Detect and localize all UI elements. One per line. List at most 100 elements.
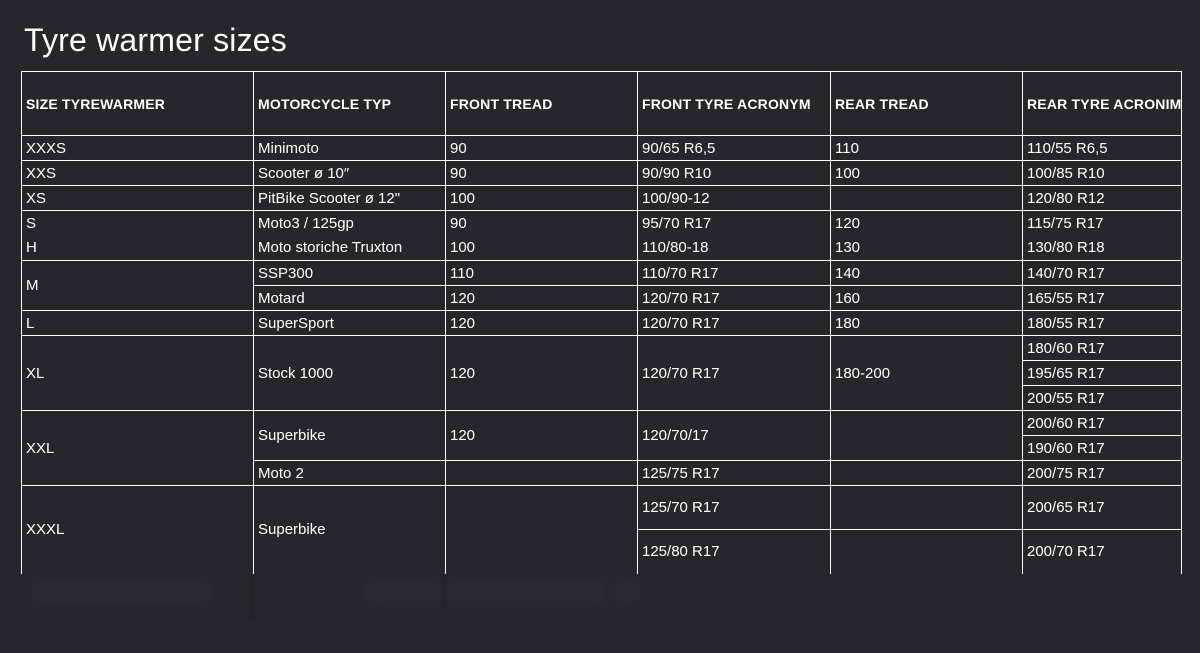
cell-xxxl-front-acr-2: 125/80 R17 <box>637 529 831 574</box>
cell-s-rear-acr: 115/75 R17 <box>1022 210 1182 236</box>
row-xl-3: 200/55 R17 <box>22 385 1182 411</box>
header-motorcycle-typ: MOTORCYCLE TYP <box>253 71 446 136</box>
cell-s-rear-tread: 120 <box>830 210 1023 236</box>
cell-m1-rear-acr: 140/70 R17 <box>1022 260 1182 286</box>
cell-xxl-moto2-type: Moto 2 <box>253 460 446 486</box>
cell-xxxl-rear-acr-2: 200/70 R17 <box>1022 529 1182 574</box>
row-xxxl-2: 125/80 R17 200/70 R17 <box>22 529 1182 574</box>
cell-xxxs-rear-acr: 110/55 R6,5 <box>1022 135 1182 161</box>
cell-l-size: L <box>21 310 254 336</box>
cell-m1-rear-tread: 140 <box>830 260 1023 286</box>
cell-xxl-moto2-rear-acr: 200/75 R17 <box>1022 460 1182 486</box>
cell-xxxl-rear-acr-1: 200/65 R17 <box>1022 485 1182 530</box>
cell-xxxl-size: XXXL <box>21 485 254 574</box>
artifact-border-ghost-1 <box>251 576 254 620</box>
cell-xxl-moto2-front-tread <box>445 460 638 486</box>
cell-m2-front-tread: 120 <box>445 285 638 311</box>
cell-l-type: SuperSport <box>253 310 446 336</box>
cell-l-rear-tread: 180 <box>830 310 1023 336</box>
row-h: H Moto storiche Truxton 100 110/80-18 13… <box>21 235 1182 261</box>
cell-xs-front-acr: 100/90-12 <box>637 185 831 211</box>
cell-xxl-superbike-rear-tread <box>830 410 1023 461</box>
row-xxxl-1: XXXL Superbike 125/70 R17 200/65 R17 <box>21 485 1182 574</box>
cell-m2-front-acr: 120/70 R17 <box>637 285 831 311</box>
row-xxl-2: 190/60 R17 <box>22 435 1182 461</box>
cell-l-front-acr: 120/70 R17 <box>637 310 831 336</box>
cell-xl-front-tread: 120 <box>445 335 638 411</box>
cell-xxxs-front-acr: 90/65 R6,5 <box>637 135 831 161</box>
cell-xs-rear-tread <box>830 185 1023 211</box>
cell-s-front-tread: 90 <box>445 210 638 236</box>
cell-xs-size: XS <box>21 185 254 211</box>
row-xxl-moto2: Moto 2 125/75 R17 200/75 R17 <box>22 460 1182 486</box>
cell-xxxs-front-tread: 90 <box>445 135 638 161</box>
table-header: SIZE TYREWARMER MOTORCYCLE TYP FRONT TRE… <box>21 71 1182 136</box>
cell-xxl-superbike-front-tread: 120 <box>445 410 638 461</box>
cell-xl-rear-acr-2: 195/65 R17 <box>1022 360 1182 386</box>
cell-xl-size: XL <box>21 335 254 411</box>
cell-m2-rear-acr: 165/55 R17 <box>1022 285 1182 311</box>
cell-xxl-superbike-type: Superbike <box>253 410 446 461</box>
cell-xxxl-type: Superbike <box>253 485 446 574</box>
cell-xl-type: Stock 1000 <box>253 335 446 411</box>
header-front-tyre-acronym: FRONT TYRE ACRONYM <box>637 71 831 136</box>
header-front-tread: FRONT TREAD <box>445 71 638 136</box>
cell-s-type: Moto3 / 125gp <box>253 210 446 236</box>
row-xxl-1: XXL Superbike 120 120/70/17 200/60 R17 <box>21 410 1182 486</box>
cell-m-size: M <box>21 260 254 311</box>
cell-xs-type: PitBike Scooter ø 12" <box>253 185 446 211</box>
cell-h-rear-acr: 130/80 R18 <box>1022 235 1182 261</box>
header-size-tyrewarmer: SIZE TYREWARMER <box>21 71 254 136</box>
cell-xxl-superbike-front-acr: 120/70/17 <box>637 410 831 461</box>
cell-s-front-acr: 95/70 R17 <box>637 210 831 236</box>
cell-xxxs-size: XXXS <box>21 135 254 161</box>
cell-xl-rear-acr-1: 180/60 R17 <box>1022 335 1182 361</box>
cell-l-front-tread: 120 <box>445 310 638 336</box>
cell-xxl-superbike-rear-acr-2: 190/60 R17 <box>1022 435 1182 461</box>
cell-xxxl-rear-tread-2 <box>830 529 1023 574</box>
cell-xxl-moto2-front-acr: 125/75 R17 <box>637 460 831 486</box>
tyre-warmer-table: SIZE TYREWARMER MOTORCYCLE TYP FRONT TRE… <box>21 71 1182 574</box>
cell-xs-rear-acr: 120/80 R12 <box>1022 185 1182 211</box>
cell-xxl-moto2-rear-tread <box>830 460 1023 486</box>
cell-h-type: Moto storiche Truxton <box>253 235 446 261</box>
cell-xl-rear-tread: 180-200 <box>830 335 1023 411</box>
cell-h-rear-tread: 130 <box>830 235 1023 261</box>
row-s: S Moto3 / 125gp 90 95/70 R17 120 115/75 … <box>21 210 1182 236</box>
row-xxs: XXS Scooter ø 10″ 90 90/90 R10 100 100/8… <box>21 160 1182 186</box>
header-row: SIZE TYREWARMER MOTORCYCLE TYP FRONT TRE… <box>21 71 1182 136</box>
cell-xxs-type: Scooter ø 10″ <box>253 160 446 186</box>
artifact-border-ghost-2 <box>442 576 445 610</box>
cell-m2-rear-tread: 160 <box>830 285 1023 311</box>
cell-xxs-size: XXS <box>21 160 254 186</box>
artifact-smudge-2 <box>366 580 606 606</box>
cell-xl-front-acr: 120/70 R17 <box>637 335 831 411</box>
cell-xxxl-rear-tread-1 <box>830 485 1023 530</box>
cell-xxxl-front-acr-1: 125/70 R17 <box>637 485 831 530</box>
cell-h-size: H <box>21 235 254 261</box>
cell-xxxl-front-tread <box>445 485 638 574</box>
row-xs: XS PitBike Scooter ø 12" 100 100/90-12 1… <box>21 185 1182 211</box>
page-title: Tyre warmer sizes <box>24 22 287 58</box>
cell-m2-type: Motard <box>253 285 446 311</box>
cell-xxs-front-tread: 90 <box>445 160 638 186</box>
cell-l-rear-acr: 180/55 R17 <box>1022 310 1182 336</box>
row-m-ssp300: M SSP300 110 110/70 R17 140 140/70 R17 <box>21 260 1182 311</box>
header-rear-tyre-acronim: REAR TYRE ACRONIM <box>1022 71 1182 136</box>
header-rear-tread: REAR TREAD <box>830 71 1023 136</box>
cell-xxs-rear-acr: 100/85 R10 <box>1022 160 1182 186</box>
cell-m1-front-acr: 110/70 R17 <box>637 260 831 286</box>
artifact-smudge-1 <box>32 580 212 604</box>
row-xl-2: 195/65 R17 <box>22 360 1182 386</box>
row-xxxs: XXXS Minimoto 90 90/65 R6,5 110 110/55 R… <box>21 135 1182 161</box>
cell-xxxs-type: Minimoto <box>253 135 446 161</box>
cell-xs-front-tread: 100 <box>445 185 638 211</box>
cell-h-front-acr: 110/80-18 <box>637 235 831 261</box>
cell-m1-type: SSP300 <box>253 260 446 286</box>
cell-s-size: S <box>21 210 254 236</box>
artifact-smudge-3 <box>614 582 640 602</box>
row-l: L SuperSport 120 120/70 R17 180 180/55 R… <box>21 310 1182 336</box>
cell-xxl-superbike-rear-acr-1: 200/60 R17 <box>1022 410 1182 436</box>
cell-xxl-size: XXL <box>21 410 254 486</box>
